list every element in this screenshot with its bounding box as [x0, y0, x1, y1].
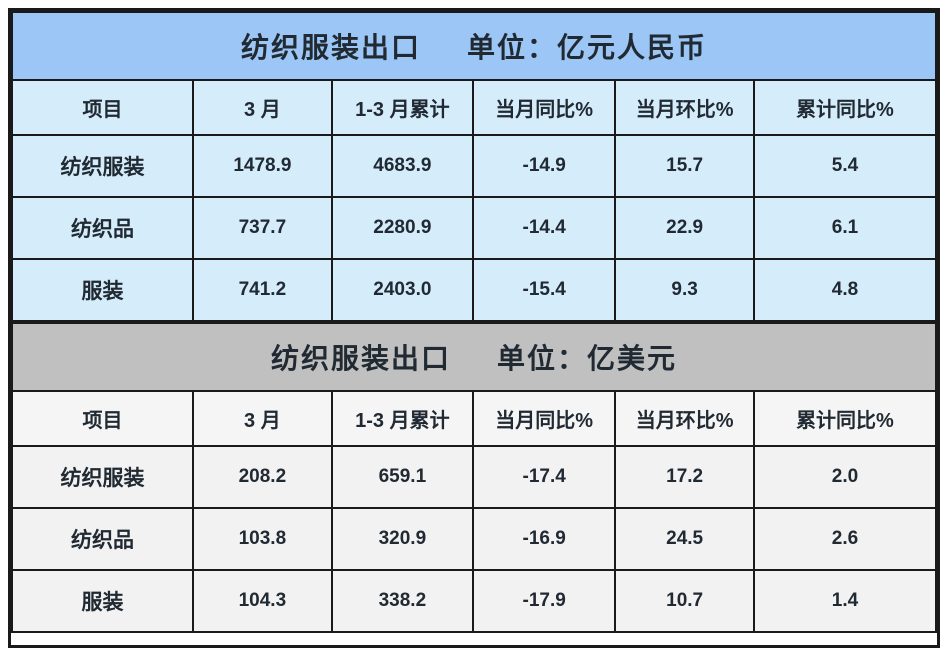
header-cell: 3 月 [192, 79, 333, 136]
rmb-table-title-row: 纺织服装出口 单位：亿元人民币 [11, 11, 937, 81]
header-cell: 项目 [10, 390, 195, 447]
row-label-cell: 纺织品 [10, 507, 195, 571]
value-cell: 24.5 [614, 507, 755, 571]
value-cell: 1.4 [752, 569, 938, 633]
rmb-header-row: 项目 3 月 1-3 月累计 当月同比% 当月环比% 累计同比% [10, 79, 938, 136]
value-cell: -14.9 [472, 134, 617, 198]
value-cell: -17.9 [472, 569, 617, 633]
header-cell: 累计同比% [752, 79, 938, 136]
table-row: 服装 104.3 338.2 -17.9 10.7 1.4 [10, 569, 938, 633]
row-label-cell: 纺织服装 [10, 134, 195, 198]
value-cell: 103.8 [192, 507, 333, 571]
table-row: 纺织品 737.7 2280.9 -14.4 22.9 6.1 [10, 196, 938, 260]
table-unit: 单位：亿美元 [497, 343, 678, 374]
value-cell: 2.6 [752, 507, 938, 571]
header-cell: 1-3 月累计 [330, 390, 475, 447]
value-cell: 4.8 [752, 258, 938, 322]
value-cell: 2403.0 [330, 258, 475, 322]
row-label-cell: 纺织服装 [10, 445, 195, 509]
rmb-table-title-cell: 纺织服装出口 单位：亿元人民币 [11, 11, 937, 81]
value-cell: 2.0 [752, 445, 938, 509]
value-cell: -16.9 [472, 507, 617, 571]
table-row: 纺织服装 1478.9 4683.9 -14.9 15.7 5.4 [10, 134, 938, 198]
row-label-cell: 服装 [10, 258, 195, 322]
usd-export-table: 纺织服装出口 单位：亿美元 项目 3 月 1-3 月累计 当月同比% 当月环比% … [10, 322, 938, 633]
table-unit: 单位：亿元人民币 [467, 32, 708, 63]
table-title: 纺织服装出口 [240, 32, 421, 63]
value-cell: 659.1 [330, 445, 475, 509]
usd-table-title-row: 纺织服装出口 单位：亿美元 [11, 322, 937, 392]
value-cell: 320.9 [330, 507, 475, 571]
header-cell: 3 月 [192, 390, 333, 447]
usd-header-row: 项目 3 月 1-3 月累计 当月同比% 当月环比% 累计同比% [10, 390, 938, 447]
value-cell: 5.4 [752, 134, 938, 198]
value-cell: 4683.9 [330, 134, 475, 198]
header-cell: 累计同比% [752, 390, 938, 447]
row-label-cell: 服装 [10, 569, 195, 633]
table-row: 纺织品 103.8 320.9 -16.9 24.5 2.6 [10, 507, 938, 571]
export-report-sheet: 纺织服装出口 单位：亿元人民币 项目 3 月 1-3 月累计 当月同比% 当月环比… [8, 8, 940, 648]
value-cell: 2280.9 [330, 196, 475, 260]
value-cell: -15.4 [472, 258, 617, 322]
value-cell: 17.2 [614, 445, 755, 509]
value-cell: 737.7 [192, 196, 333, 260]
header-cell: 项目 [10, 79, 195, 136]
header-cell: 当月环比% [614, 390, 755, 447]
value-cell: 10.7 [614, 569, 755, 633]
value-cell: 338.2 [330, 569, 475, 633]
table-row: 服装 741.2 2403.0 -15.4 9.3 4.8 [10, 258, 938, 322]
value-cell: 741.2 [192, 258, 333, 322]
usd-table-title-cell: 纺织服装出口 单位：亿美元 [11, 322, 937, 392]
value-cell: 22.9 [614, 196, 755, 260]
header-cell: 1-3 月累计 [330, 79, 475, 136]
value-cell: 6.1 [752, 196, 938, 260]
value-cell: 104.3 [192, 569, 333, 633]
header-cell: 当月环比% [614, 79, 755, 136]
table-row: 纺织服装 208.2 659.1 -17.4 17.2 2.0 [10, 445, 938, 509]
value-cell: -17.4 [472, 445, 617, 509]
header-cell: 当月同比% [472, 79, 617, 136]
row-label-cell: 纺织品 [10, 196, 195, 260]
value-cell: 9.3 [614, 258, 755, 322]
header-cell: 当月同比% [472, 390, 617, 447]
value-cell: 1478.9 [192, 134, 333, 198]
value-cell: 208.2 [192, 445, 333, 509]
table-title: 纺织服装出口 [270, 343, 451, 374]
value-cell: -14.4 [472, 196, 617, 260]
rmb-export-table: 纺织服装出口 单位：亿元人民币 项目 3 月 1-3 月累计 当月同比% 当月环比… [10, 11, 938, 322]
value-cell: 15.7 [614, 134, 755, 198]
